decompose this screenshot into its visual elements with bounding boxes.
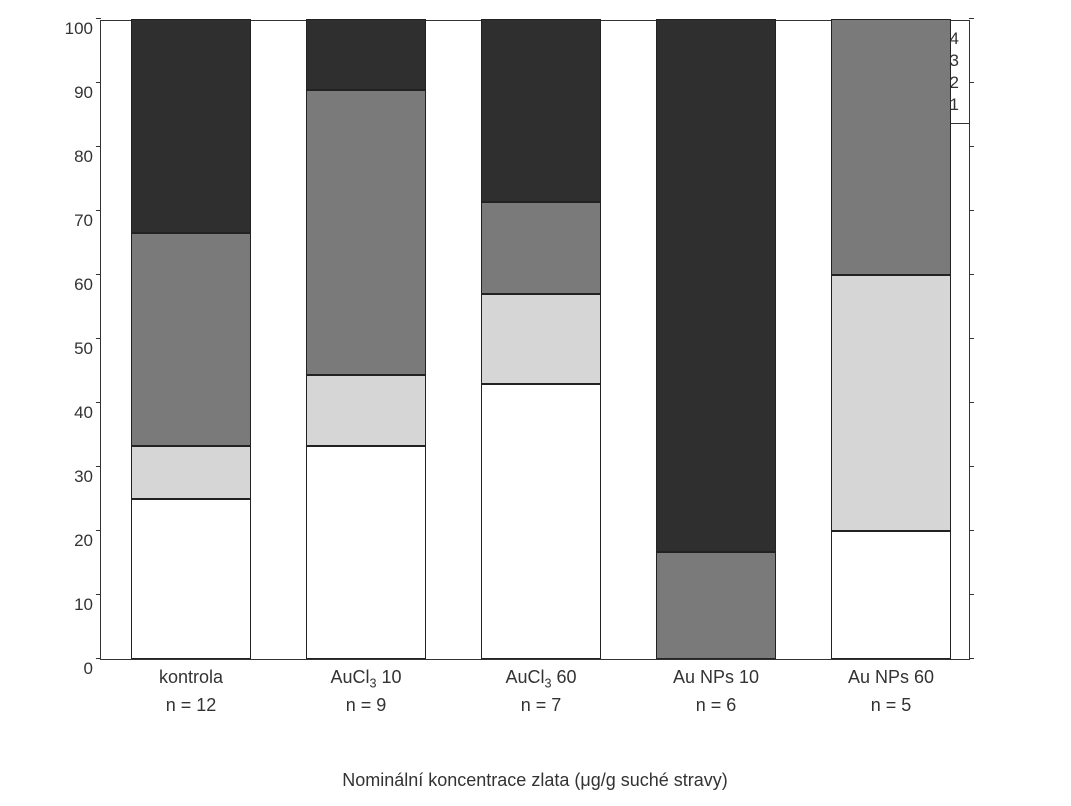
- x-tick-n-label: n = 6: [696, 659, 737, 716]
- y-tick-mark: [96, 338, 101, 340]
- y-tick-mark-right: [969, 658, 974, 660]
- bar-segment-1: [481, 384, 601, 659]
- y-tick-mark-right: [969, 530, 974, 532]
- y-tick-label: 30: [74, 467, 101, 487]
- bar-group: AuCl3 60n = 7: [481, 19, 601, 659]
- y-tick-label: 0: [84, 659, 101, 679]
- y-tick-mark: [96, 146, 101, 148]
- bar-segment-4: [131, 19, 251, 233]
- bar-group: kontrolan = 12: [131, 19, 251, 659]
- bar-segment-4: [656, 19, 776, 552]
- y-tick-mark: [96, 402, 101, 404]
- y-tick-mark: [96, 530, 101, 532]
- y-tick-mark-right: [969, 594, 974, 596]
- y-tick-label: 100: [65, 19, 101, 39]
- bar-segment-2: [306, 375, 426, 446]
- x-tick-n-label: n = 7: [521, 659, 562, 716]
- x-tick-n-label: n = 5: [871, 659, 912, 716]
- y-tick-mark-right: [969, 466, 974, 468]
- y-tick-mark-right: [969, 82, 974, 84]
- y-tick-mark-right: [969, 338, 974, 340]
- x-tick-n-label: n = 12: [166, 659, 217, 716]
- x-tick-n-label: n = 9: [346, 659, 387, 716]
- y-tick-mark-right: [969, 146, 974, 148]
- bar-segment-1: [831, 531, 951, 659]
- y-tick-label: 20: [74, 531, 101, 551]
- bar-segment-2: [831, 275, 951, 531]
- y-tick-mark: [96, 594, 101, 596]
- y-tick-mark-right: [969, 210, 974, 212]
- y-tick-mark-right: [969, 402, 974, 404]
- y-tick-mark: [96, 82, 101, 84]
- y-tick-label: 80: [74, 147, 101, 167]
- y-tick-label: 50: [74, 339, 101, 359]
- y-tick-mark: [96, 210, 101, 212]
- y-tick-mark-right: [969, 274, 974, 276]
- y-tick-mark: [96, 18, 101, 20]
- bar-group: Au NPs 10n = 6: [656, 19, 776, 659]
- bar-group: AuCl3 10n = 9: [306, 19, 426, 659]
- bar-segment-2: [481, 294, 601, 385]
- plot-area: 4321 0102030405060708090100kontrolan = 1…: [100, 20, 970, 660]
- y-tick-mark-right: [969, 18, 974, 20]
- y-tick-label: 90: [74, 83, 101, 103]
- chart-container: 4321 0102030405060708090100kontrolan = 1…: [100, 20, 970, 660]
- x-axis-label: Nominální koncentrace zlata (μg/g suché …: [342, 770, 728, 791]
- bar-segment-4: [481, 19, 601, 202]
- bar-segment-1: [306, 446, 426, 659]
- y-tick-mark: [96, 274, 101, 276]
- y-tick-mark: [96, 658, 101, 660]
- bar-segment-3: [656, 552, 776, 659]
- bar-segment-3: [131, 233, 251, 446]
- y-tick-label: 60: [74, 275, 101, 295]
- bar-segment-1: [131, 499, 251, 659]
- y-tick-label: 40: [74, 403, 101, 423]
- bar-segment-4: [306, 19, 426, 90]
- bar-segment-3: [481, 202, 601, 294]
- y-tick-mark: [96, 466, 101, 468]
- bar-segment-2: [131, 446, 251, 499]
- bar-segment-3: [831, 19, 951, 275]
- y-tick-label: 70: [74, 211, 101, 231]
- y-tick-label: 10: [74, 595, 101, 615]
- bar-segment-3: [306, 90, 426, 375]
- bar-group: Au NPs 60n = 5: [831, 19, 951, 659]
